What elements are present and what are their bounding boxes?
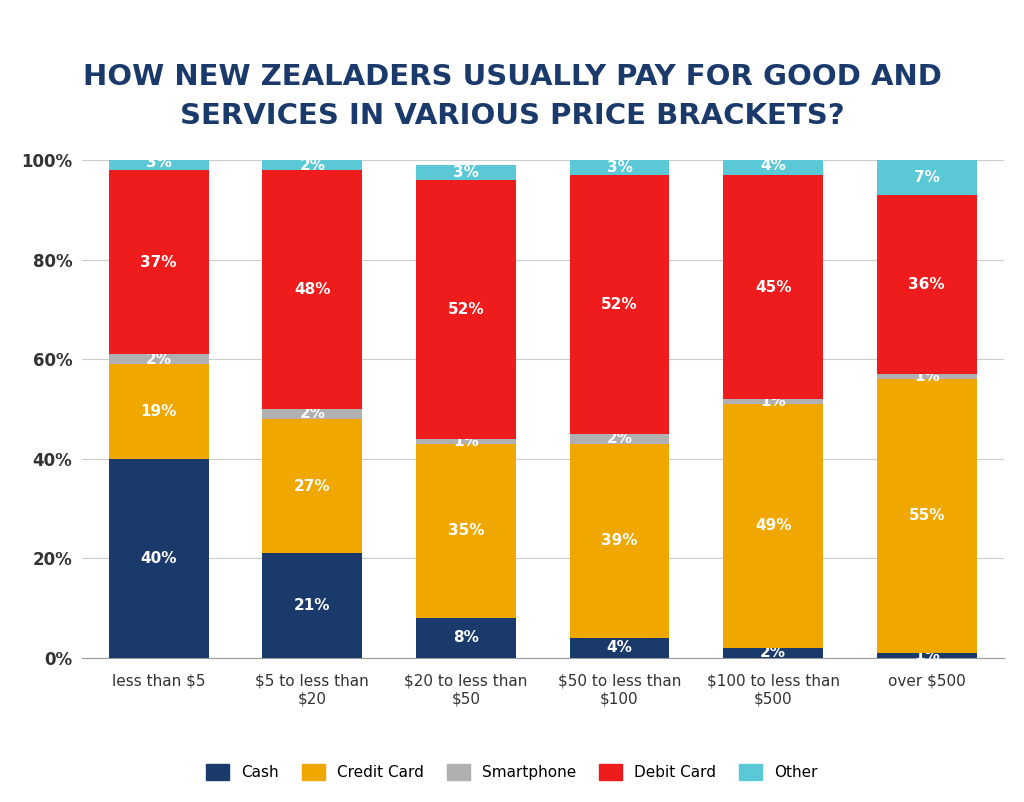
Bar <box>262 419 362 553</box>
Text: 52%: 52% <box>447 302 484 317</box>
Text: 2%: 2% <box>606 431 633 447</box>
Text: 37%: 37% <box>140 255 177 269</box>
Text: 4%: 4% <box>760 158 786 173</box>
Bar <box>723 176 823 399</box>
Text: 2%: 2% <box>299 407 326 422</box>
Bar <box>877 195 977 375</box>
Text: 1%: 1% <box>913 369 940 384</box>
Bar <box>877 375 977 379</box>
Bar <box>109 156 209 170</box>
Text: 49%: 49% <box>755 518 792 533</box>
Text: 3%: 3% <box>606 160 633 176</box>
Text: 48%: 48% <box>294 282 331 298</box>
Text: 2%: 2% <box>299 158 326 173</box>
Legend: Cash, Credit Card, Smartphone, Debit Card, Other: Cash, Credit Card, Smartphone, Debit Car… <box>200 758 824 786</box>
Text: 55%: 55% <box>908 508 945 524</box>
Bar <box>109 170 209 354</box>
Bar <box>723 404 823 648</box>
Bar <box>109 354 209 364</box>
Bar <box>723 156 823 176</box>
Bar <box>569 444 670 638</box>
Text: 2%: 2% <box>145 352 172 367</box>
Bar <box>262 409 362 419</box>
Text: 36%: 36% <box>908 277 945 292</box>
Bar <box>109 364 209 459</box>
Text: 1%: 1% <box>760 394 786 409</box>
Bar <box>569 638 670 658</box>
Bar <box>262 160 362 170</box>
Text: 7%: 7% <box>913 170 940 185</box>
Bar <box>262 170 362 409</box>
Bar <box>416 439 516 444</box>
Bar <box>877 379 977 653</box>
Text: HOW NEW ZEALADERS USUALLY PAY FOR GOOD AND
SERVICES IN VARIOUS PRICE BRACKETS?: HOW NEW ZEALADERS USUALLY PAY FOR GOOD A… <box>83 63 941 130</box>
Text: 52%: 52% <box>601 297 638 312</box>
Text: 45%: 45% <box>755 280 792 294</box>
Text: 1%: 1% <box>453 434 479 449</box>
Text: 8%: 8% <box>453 630 479 646</box>
Text: 27%: 27% <box>294 479 331 493</box>
Bar <box>877 160 977 195</box>
Bar <box>877 653 977 658</box>
Bar <box>262 553 362 658</box>
Bar <box>416 165 516 180</box>
Bar <box>416 618 516 658</box>
Bar <box>416 180 516 439</box>
Text: 40%: 40% <box>140 551 177 565</box>
Text: 21%: 21% <box>294 598 331 613</box>
Text: 1%: 1% <box>913 648 940 662</box>
Text: 3%: 3% <box>453 165 479 180</box>
Text: 39%: 39% <box>601 533 638 549</box>
Text: 35%: 35% <box>447 524 484 538</box>
Text: 3%: 3% <box>145 156 172 170</box>
Bar <box>416 444 516 618</box>
Bar <box>723 399 823 404</box>
Bar <box>723 648 823 658</box>
Text: 19%: 19% <box>140 404 177 419</box>
Text: 2%: 2% <box>760 645 786 660</box>
Text: 4%: 4% <box>606 640 633 655</box>
Bar <box>569 160 670 176</box>
Bar <box>109 459 209 658</box>
Bar <box>569 434 670 444</box>
Bar <box>569 176 670 434</box>
